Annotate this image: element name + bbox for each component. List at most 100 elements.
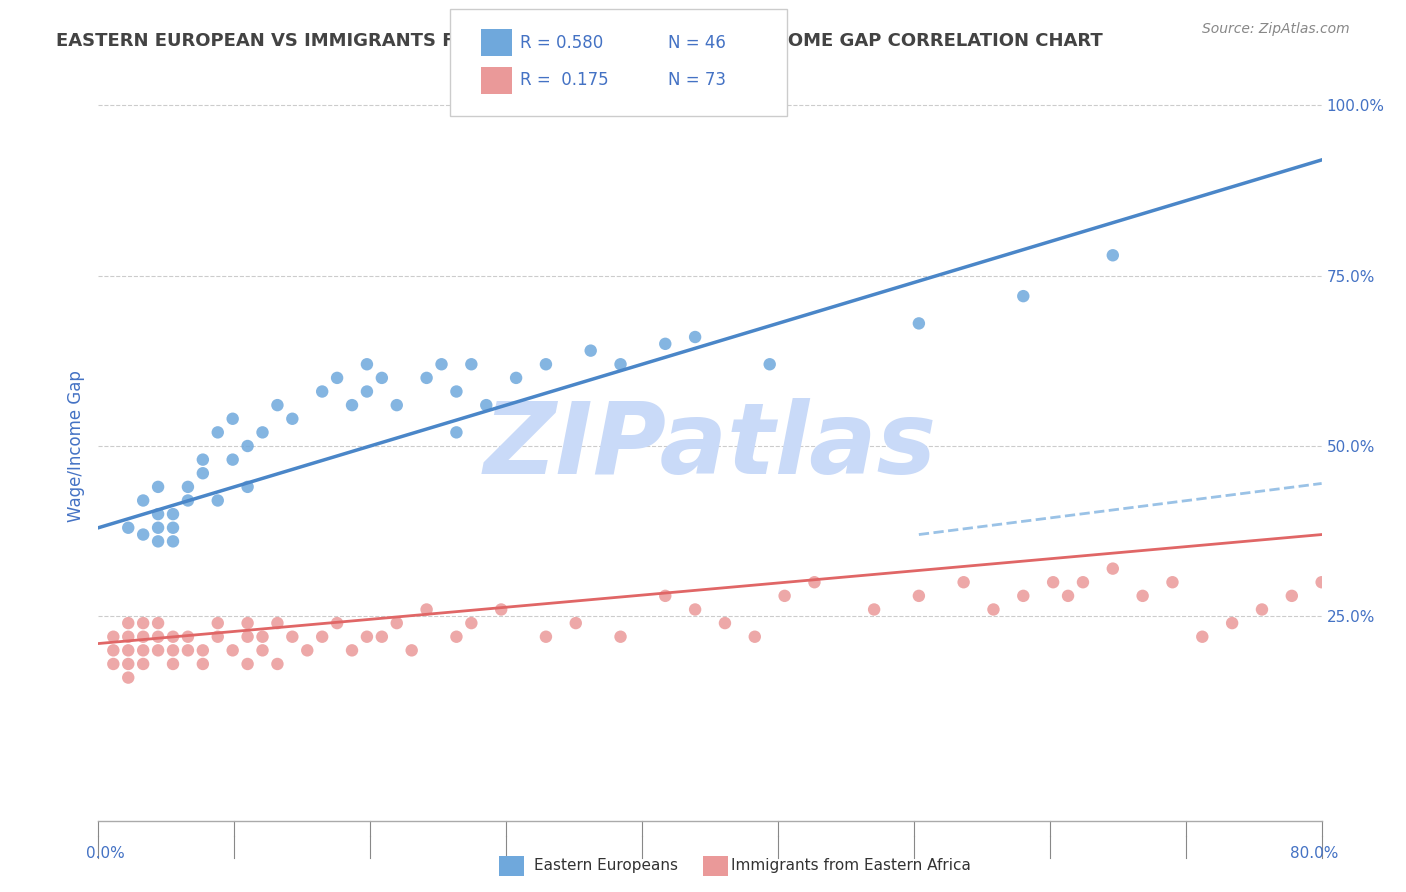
Point	[191, 467, 214, 481]
Point	[236, 480, 259, 494]
Point	[177, 493, 200, 508]
Point	[297, 643, 319, 657]
Y-axis label: Wage/Income Gap: Wage/Income Gap	[66, 370, 84, 522]
Point	[207, 425, 229, 440]
Point	[534, 630, 557, 644]
Point	[103, 657, 125, 671]
Point	[579, 343, 602, 358]
Text: EASTERN EUROPEAN VS IMMIGRANTS FROM EASTERN AFRICA WAGE/INCOME GAP CORRELATION C: EASTERN EUROPEAN VS IMMIGRANTS FROM EAST…	[56, 31, 1102, 49]
Point	[683, 330, 706, 344]
Point	[1057, 589, 1080, 603]
Point	[221, 452, 243, 467]
Point	[744, 630, 766, 644]
Point	[146, 480, 169, 494]
Point	[311, 384, 333, 399]
Point	[221, 643, 243, 657]
Point	[207, 493, 229, 508]
Point	[162, 657, 184, 671]
Point	[1101, 561, 1123, 575]
Point	[132, 493, 155, 508]
Point	[191, 657, 214, 671]
Point	[117, 630, 139, 644]
Point	[415, 602, 437, 616]
Point	[266, 616, 288, 631]
Point	[401, 643, 423, 657]
Point	[162, 507, 184, 521]
Point	[132, 527, 155, 541]
Point	[1161, 575, 1184, 590]
Point	[983, 602, 1005, 616]
Point	[132, 643, 155, 657]
Point	[356, 630, 378, 644]
Text: Source: ZipAtlas.com: Source: ZipAtlas.com	[1202, 22, 1350, 37]
Point	[236, 616, 259, 631]
Point	[103, 643, 125, 657]
Point	[132, 657, 155, 671]
Point	[609, 357, 631, 371]
Point	[146, 534, 169, 549]
Point	[236, 439, 259, 453]
Point	[177, 643, 200, 657]
Point	[132, 616, 155, 631]
Text: ZIPatlas: ZIPatlas	[484, 398, 936, 494]
Point	[326, 371, 349, 385]
Point	[340, 398, 363, 412]
Point	[430, 357, 453, 371]
Point	[117, 616, 139, 631]
Point	[446, 384, 468, 399]
Point	[266, 398, 288, 412]
Point	[146, 521, 169, 535]
Point	[146, 643, 169, 657]
Point	[162, 521, 184, 535]
Point	[146, 507, 169, 521]
Point	[117, 521, 139, 535]
Point	[132, 630, 155, 644]
Point	[1101, 248, 1123, 262]
Point	[281, 630, 304, 644]
Point	[385, 398, 408, 412]
Point	[863, 602, 886, 616]
Point	[565, 616, 588, 631]
Point	[162, 643, 184, 657]
Point	[1340, 561, 1362, 575]
Point	[177, 480, 200, 494]
Point	[1012, 589, 1035, 603]
Point	[103, 630, 125, 644]
Point	[654, 336, 676, 351]
Text: Immigrants from Eastern Africa: Immigrants from Eastern Africa	[731, 858, 972, 872]
Point	[1251, 602, 1274, 616]
Point	[236, 657, 259, 671]
Point	[475, 398, 498, 412]
Point	[908, 589, 931, 603]
Point	[221, 411, 243, 425]
Point	[1281, 589, 1303, 603]
Point	[146, 616, 169, 631]
Point	[266, 657, 288, 671]
Point	[117, 643, 139, 657]
Point	[1191, 630, 1213, 644]
Point	[446, 425, 468, 440]
Point	[534, 357, 557, 371]
Text: R =  0.175: R = 0.175	[520, 71, 609, 89]
Point	[117, 671, 139, 685]
Text: Eastern Europeans: Eastern Europeans	[534, 858, 678, 872]
Point	[371, 630, 394, 644]
Point	[1042, 575, 1064, 590]
Point	[460, 357, 482, 371]
Point	[1071, 575, 1094, 590]
Text: R = 0.580: R = 0.580	[520, 34, 603, 52]
Point	[385, 616, 408, 631]
Text: 0.0%: 0.0%	[86, 847, 125, 861]
Point	[162, 534, 184, 549]
Point	[191, 452, 214, 467]
Text: N = 46: N = 46	[668, 34, 725, 52]
Point	[191, 643, 214, 657]
Point	[252, 425, 274, 440]
Point	[207, 616, 229, 631]
Point	[505, 371, 527, 385]
Point	[326, 616, 349, 631]
Point	[1400, 575, 1406, 590]
Point	[356, 384, 378, 399]
Point	[803, 575, 825, 590]
Point	[177, 630, 200, 644]
